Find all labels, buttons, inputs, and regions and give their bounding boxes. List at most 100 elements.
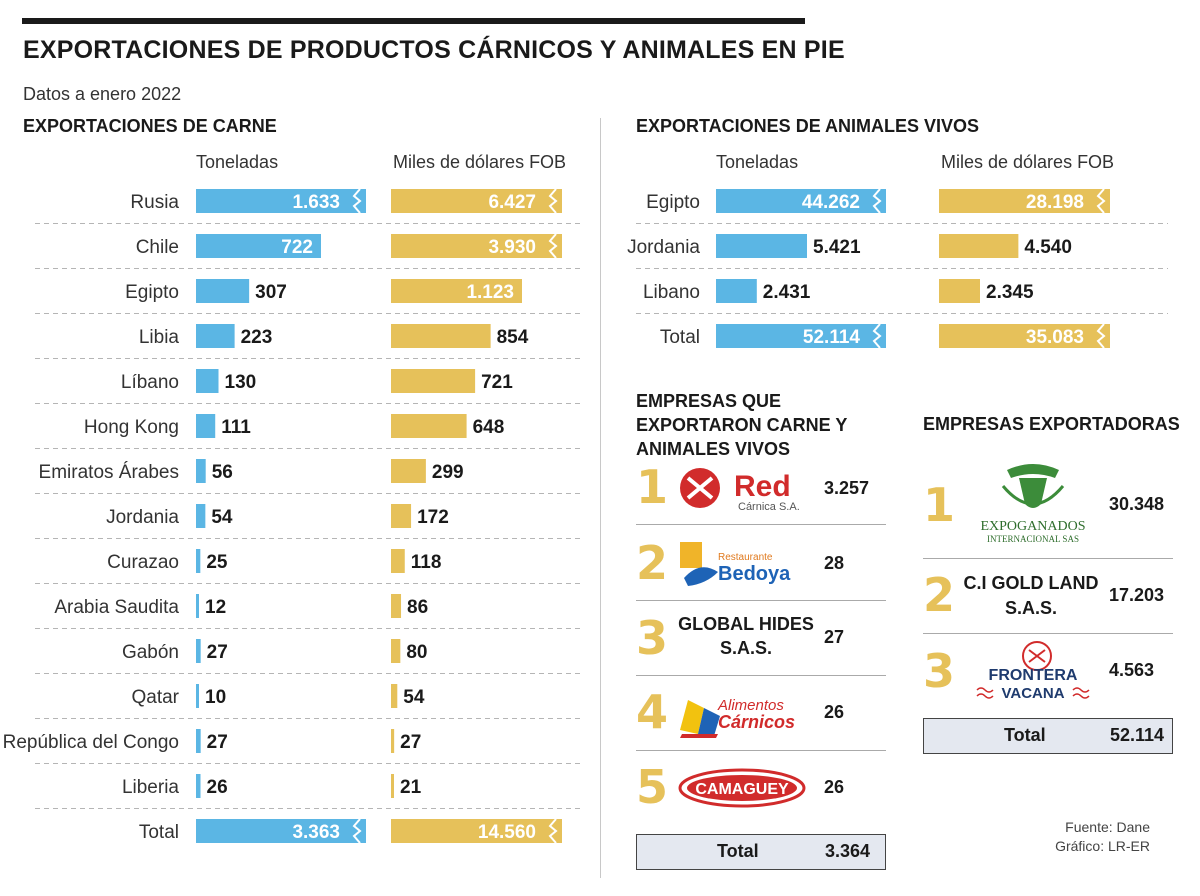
- category-label: Qatar: [131, 687, 179, 708]
- bar: [196, 369, 219, 393]
- total-label: Total: [1004, 725, 1046, 745]
- svg-text:Cárnica S.A.: Cárnica S.A.: [738, 501, 800, 513]
- data-label: 648: [473, 417, 505, 438]
- bar: [196, 414, 216, 438]
- data-label: 3.930: [488, 237, 536, 258]
- bar: [391, 369, 476, 393]
- rank-2: 2: [923, 568, 956, 622]
- category-label: Emiratos Árabes: [39, 462, 179, 483]
- row-divider: [636, 750, 886, 751]
- category-label: Hong Kong: [84, 417, 179, 438]
- bar: [196, 729, 201, 753]
- meat-section-title: EXPORTACIONES DE CARNE: [23, 116, 277, 136]
- red-carnica-icon: Red Cárnica S.A.: [680, 468, 800, 513]
- axis-break-icon: [352, 818, 362, 844]
- bar: [391, 234, 562, 258]
- exporter-3-value: 4.563: [1109, 660, 1155, 680]
- axis-break-icon: [872, 188, 882, 214]
- frontera-icon: FRONTERA VACANA: [976, 641, 1090, 702]
- row-divider: [923, 633, 1173, 634]
- data-label: 130: [225, 372, 257, 393]
- exporter-1-value: 30.348: [1109, 494, 1165, 514]
- data-label: 52.114: [803, 327, 860, 348]
- company-2-value: 28: [824, 553, 845, 573]
- data-label: 6.427: [488, 192, 536, 213]
- company-1-value: 3.257: [824, 478, 870, 498]
- data-label: 3.363: [292, 822, 340, 843]
- data-label: 5.421: [813, 237, 861, 258]
- bar: [196, 459, 206, 483]
- svg-text:INTERNACIONAL SAS: INTERNACIONAL SAS: [987, 534, 1079, 544]
- category-label: Total: [660, 327, 700, 348]
- bar: [391, 729, 395, 753]
- data-label: 1.633: [292, 192, 340, 213]
- data-label: 1.123: [466, 282, 514, 303]
- axis-break-icon: [548, 233, 558, 259]
- svg-text:FRONTERA: FRONTERA: [989, 667, 1078, 684]
- restaurante-bedoya-logo: Restaurante Bedoya: [678, 538, 818, 590]
- bar: [391, 279, 522, 303]
- bar: [196, 774, 201, 798]
- bar: [716, 324, 886, 348]
- axis-break-icon: [548, 188, 558, 214]
- exporters-total-row: Total 52.114: [923, 718, 1173, 754]
- svg-text:Alimentos: Alimentos: [717, 697, 784, 714]
- row-divider: [636, 524, 886, 525]
- global-hides-name: GLOBAL HIDES S.A.S.: [678, 614, 814, 658]
- company-4-value: 26: [824, 702, 845, 722]
- expoganados-icon: EXPOGANADOS INTERNACIONAL SAS: [980, 464, 1086, 544]
- data-label: 27: [207, 642, 228, 663]
- frontera-vacana-logo: FRONTERA VACANA: [971, 638, 1095, 706]
- company-3-value: 27: [824, 627, 845, 647]
- data-label: 721: [481, 372, 513, 393]
- footer: Fuente: Dane Gráfico: LR-ER: [1010, 818, 1150, 856]
- bar: [196, 639, 201, 663]
- svg-text:Cárnicos: Cárnicos: [718, 712, 795, 732]
- data-label: 26: [207, 777, 228, 798]
- data-label: 854: [497, 327, 529, 348]
- bar: [391, 414, 467, 438]
- category-label: Arabia Saudita: [54, 597, 179, 618]
- rank-2: 2: [636, 536, 669, 590]
- row-divider: [923, 558, 1173, 559]
- rank-5: 5: [636, 760, 669, 814]
- category-label: República del Congo: [3, 732, 179, 753]
- axis-break-icon: [548, 818, 558, 844]
- bar: [939, 189, 1110, 213]
- data-label: 25: [206, 552, 228, 573]
- svg-text:EXPOGANADOS: EXPOGANADOS: [980, 519, 1085, 534]
- data-label: 27: [207, 732, 228, 753]
- row-divider: [636, 600, 886, 601]
- svg-text:Bedoya: Bedoya: [718, 563, 791, 585]
- category-label: Libano: [643, 282, 700, 303]
- subtitle: Datos a enero 2022: [23, 84, 182, 104]
- bar: [391, 594, 402, 618]
- bar: [939, 234, 1019, 258]
- red-carnica-logo: Red Cárnica S.A.: [678, 464, 808, 514]
- bar: [391, 549, 405, 573]
- bar: [196, 819, 366, 843]
- axis-break-icon: [1096, 323, 1106, 349]
- data-label: 722: [281, 237, 313, 258]
- data-label: 299: [432, 462, 464, 483]
- svg-text:Restaurante: Restaurante: [718, 552, 773, 563]
- bar: [196, 594, 199, 618]
- meat-col-usd: Miles de dólares FOB: [393, 152, 567, 172]
- data-label: 14.560: [478, 822, 536, 843]
- data-label: 44.262: [802, 192, 860, 213]
- axis-break-icon: [352, 188, 362, 214]
- exporter-2-value: 17.203: [1109, 585, 1165, 605]
- rank-3: 3: [636, 611, 669, 665]
- companies-title: EMPRESAS QUE EXPORTARON CARNE Y ANIMALES…: [636, 391, 848, 459]
- bar: [391, 459, 426, 483]
- category-label: Gabón: [122, 642, 179, 663]
- top-rule: [22, 18, 805, 24]
- data-label: 35.083: [1026, 327, 1084, 348]
- category-label: Egipto: [125, 282, 179, 303]
- data-label: 2.345: [986, 282, 1034, 303]
- data-label: 54: [403, 687, 425, 708]
- total-value: 52.114: [1110, 725, 1165, 745]
- column-divider: [600, 118, 601, 878]
- data-label: 12: [205, 597, 226, 618]
- data-label: 54: [211, 507, 233, 528]
